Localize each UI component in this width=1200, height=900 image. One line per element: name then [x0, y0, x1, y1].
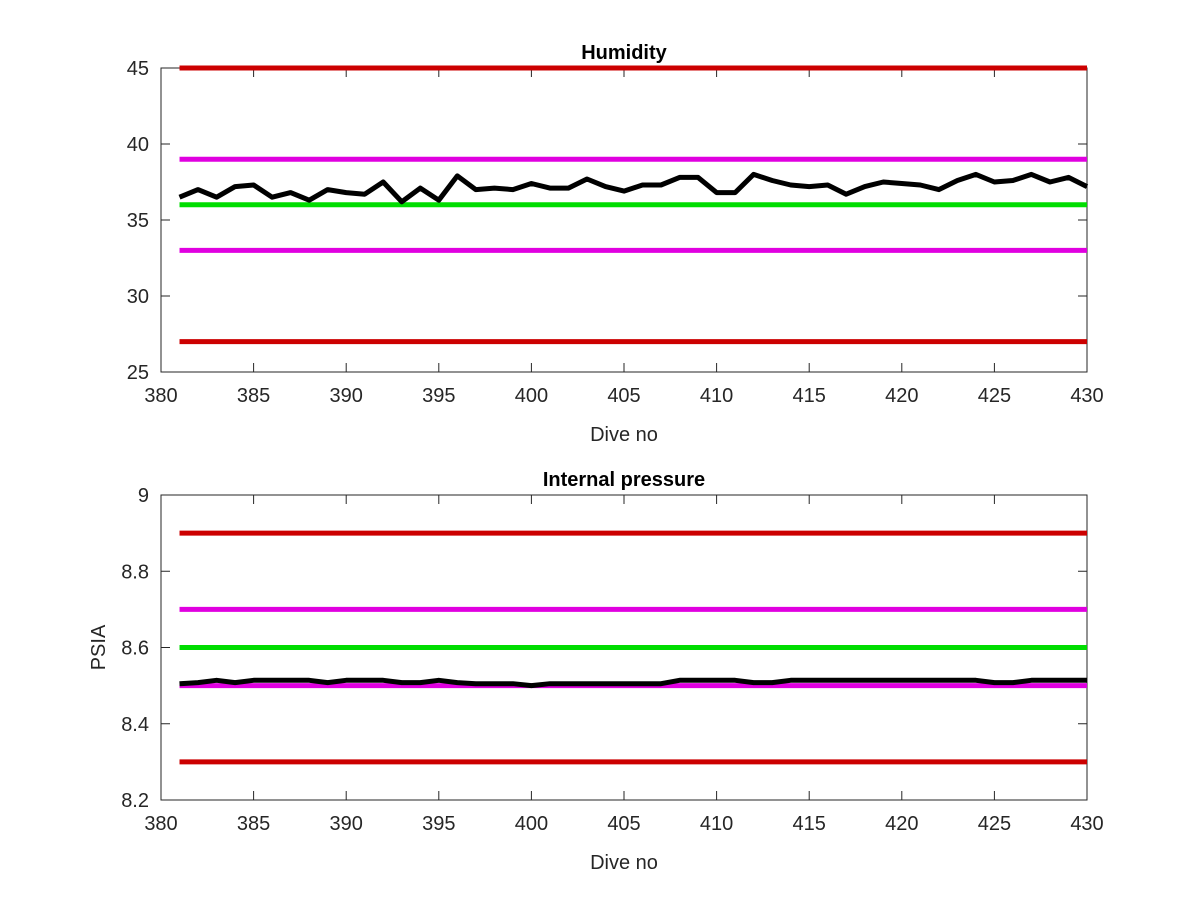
humidity-xtick-label: 425	[978, 385, 1011, 407]
pressure-xtick-label: 415	[793, 813, 826, 835]
humidity-xtick-label: 395	[422, 385, 455, 407]
pressure-xlabel: Dive no	[590, 852, 658, 874]
humidity-series-line	[178, 171, 1089, 205]
pressure-series-line	[179, 677, 1087, 689]
pressure-xtick-label: 420	[885, 813, 918, 835]
humidity-xtick-label: 390	[330, 385, 363, 407]
humidity-xtick-label: 385	[237, 385, 270, 407]
pressure-title: Internal pressure	[543, 469, 705, 491]
humidity-ytick-label: 35	[127, 210, 149, 232]
humidity-xlabel: Dive no	[590, 424, 658, 446]
pressure-xtick-label: 405	[607, 813, 640, 835]
humidity-xtick-label: 400	[515, 385, 548, 407]
pressure-xtick-label: 385	[237, 813, 270, 835]
pressure-xtick-label: 380	[144, 813, 177, 835]
pressure-ytick-label: 8.2	[121, 790, 149, 812]
pressure-xtick-label: 400	[515, 813, 548, 835]
humidity-ytick-label: 25	[127, 362, 149, 384]
pressure-ylabel: PSIA	[88, 624, 110, 670]
humidity-xtick-label: 430	[1070, 385, 1103, 407]
humidity-xtick-label: 410	[700, 385, 733, 407]
humidity-xtick-label: 420	[885, 385, 918, 407]
pressure-ytick-label: 8.6	[121, 638, 149, 660]
humidity-xtick-label: 405	[607, 385, 640, 407]
pressure-axes: Internal pressure Dive no PSIA 380 385 390…	[88, 469, 1104, 874]
pressure-ytick-label: 8.4	[121, 714, 149, 736]
pressure-ytick-label: 9	[138, 485, 149, 507]
humidity-axes: Humidity Dive no 380 385 390 395 400 405 410 41…	[127, 42, 1104, 446]
humidity-xtick-label: 380	[144, 385, 177, 407]
pressure-xtick-label: 425	[978, 813, 1011, 835]
pressure-xtick-label: 430	[1070, 813, 1103, 835]
pressure-ytick-label: 8.8	[121, 561, 149, 583]
humidity-ytick-label: 30	[127, 286, 149, 308]
humidity-ytick-label: 45	[127, 58, 149, 80]
pressure-xtick-label: 390	[330, 813, 363, 835]
humidity-ytick-label: 40	[127, 134, 149, 156]
humidity-xtick-label: 415	[793, 385, 826, 407]
pressure-xtick-label: 395	[422, 813, 455, 835]
humidity-plot-area	[160, 67, 1088, 373]
humidity-title: Humidity	[581, 42, 667, 64]
pressure-xtick-label: 410	[700, 813, 733, 835]
